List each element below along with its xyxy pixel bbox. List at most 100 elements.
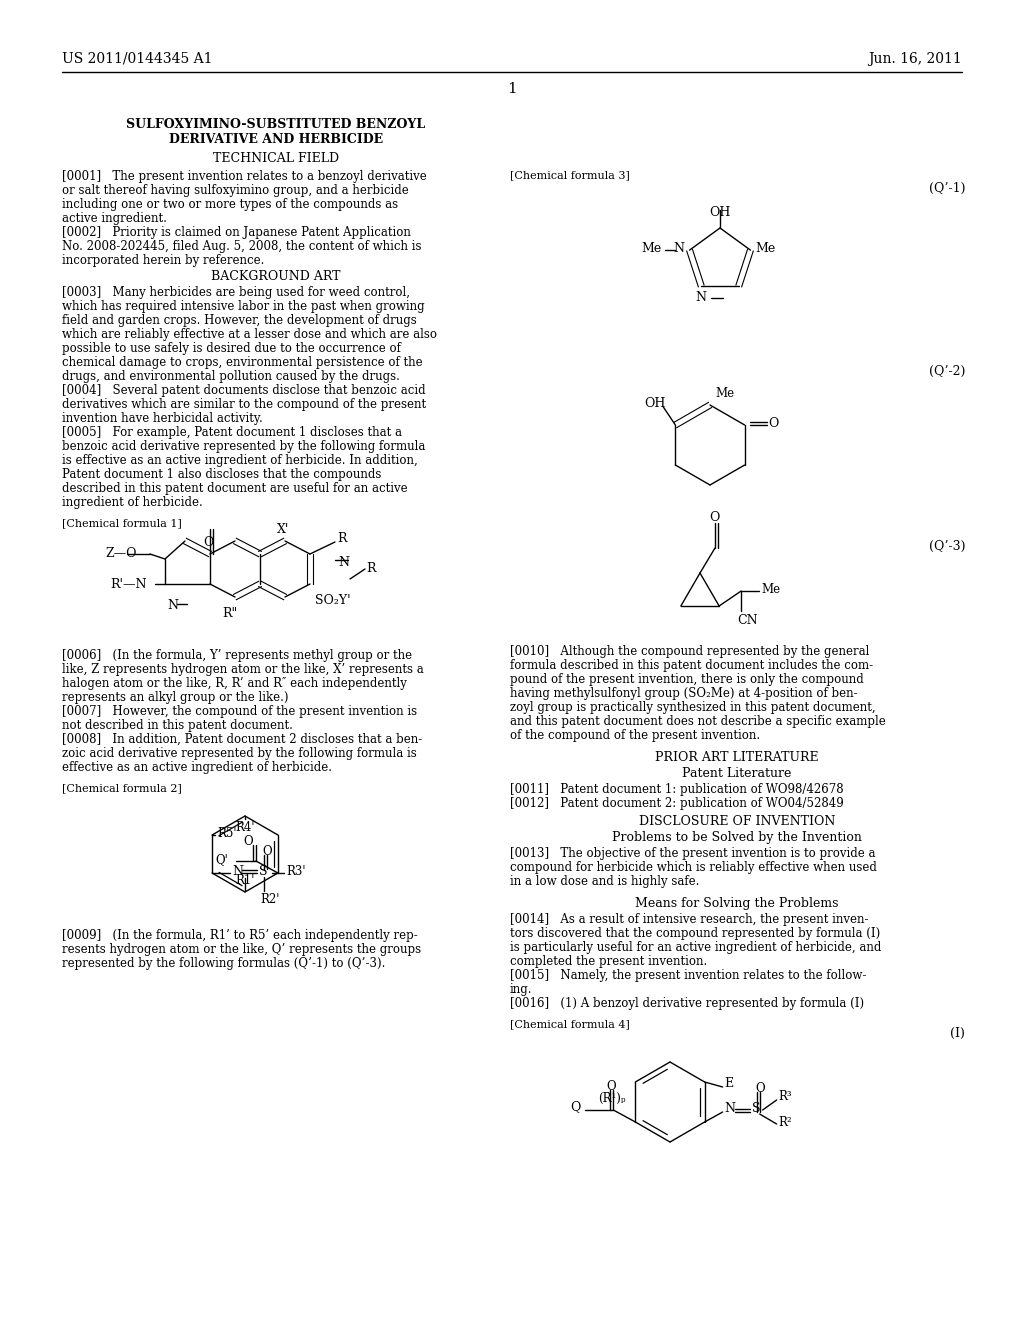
Text: (Q’-2): (Q’-2) (929, 366, 965, 378)
Text: X': X' (276, 523, 289, 536)
Text: represented by the following formulas (Q’-1) to (Q’-3).: represented by the following formulas (Q… (62, 957, 385, 970)
Text: N: N (232, 865, 243, 878)
Text: R": R" (222, 607, 238, 620)
Text: [0016]   (1) A benzoyl derivative represented by formula (I): [0016] (1) A benzoyl derivative represen… (510, 997, 864, 1010)
Text: Z—O: Z—O (105, 546, 136, 560)
Text: [0009]   (In the formula, R1’ to R5’ each independently rep-: [0009] (In the formula, R1’ to R5’ each … (62, 929, 418, 942)
Text: R²: R² (778, 1115, 793, 1129)
Text: [0006]   (In the formula, Y’ represents methyl group or the: [0006] (In the formula, Y’ represents me… (62, 649, 412, 663)
Text: OH: OH (710, 206, 731, 219)
Text: PRIOR ART LITERATURE: PRIOR ART LITERATURE (655, 751, 819, 764)
Text: formula described in this patent document includes the com-: formula described in this patent documen… (510, 659, 873, 672)
Text: O: O (262, 845, 271, 858)
Text: possible to use safely is desired due to the occurrence of: possible to use safely is desired due to… (62, 342, 400, 355)
Text: N: N (695, 290, 707, 304)
Text: [0003]   Many herbicides are being used for weed control,: [0003] Many herbicides are being used fo… (62, 286, 410, 300)
Text: pound of the present invention, there is only the compound: pound of the present invention, there is… (510, 673, 864, 686)
Text: CN: CN (737, 614, 758, 627)
Text: R1': R1' (236, 874, 255, 887)
Text: R5': R5' (217, 828, 237, 840)
Text: R4': R4' (236, 821, 255, 834)
Text: which are reliably effective at a lesser dose and which are also: which are reliably effective at a lesser… (62, 327, 437, 341)
Text: is effective as an active ingredient of herbicide. In addition,: is effective as an active ingredient of … (62, 454, 418, 467)
Text: ing.: ing. (510, 983, 532, 997)
Text: Patent Literature: Patent Literature (682, 767, 792, 780)
Text: SULFOXYIMINO-SUBSTITUTED BENZOYL: SULFOXYIMINO-SUBSTITUTED BENZOYL (126, 117, 426, 131)
Text: halogen atom or the like, R, R’ and R″ each independently: halogen atom or the like, R, R’ and R″ e… (62, 677, 407, 690)
Text: (Q’-3): (Q’-3) (929, 540, 965, 553)
Text: described in this patent document are useful for an active: described in this patent document are us… (62, 482, 408, 495)
Text: R3': R3' (286, 865, 305, 878)
Text: zoyl group is practically synthesized in this patent document,: zoyl group is practically synthesized in… (510, 701, 876, 714)
Text: having methylsulfonyl group (SO₂Me) at 4-position of ben-: having methylsulfonyl group (SO₂Me) at 4… (510, 686, 858, 700)
Text: resents hydrogen atom or the like, Q’ represents the groups: resents hydrogen atom or the like, Q’ re… (62, 942, 421, 956)
Text: R³: R³ (778, 1090, 793, 1104)
Text: Me: Me (756, 242, 776, 255)
Text: O: O (769, 417, 779, 430)
Text: O: O (243, 836, 253, 847)
Text: [0008]   In addition, Patent document 2 discloses that a ben-: [0008] In addition, Patent document 2 di… (62, 733, 422, 746)
Text: R'—N: R'—N (110, 578, 146, 591)
Text: Jun. 16, 2011: Jun. 16, 2011 (868, 51, 962, 66)
Text: Problems to be Solved by the Invention: Problems to be Solved by the Invention (612, 832, 862, 843)
Text: [0001]   The present invention relates to a benzoyl derivative: [0001] The present invention relates to … (62, 170, 427, 183)
Text: [Chemical formula 4]: [Chemical formula 4] (510, 1019, 630, 1030)
Text: chemical damage to crops, environmental persistence of the: chemical damage to crops, environmental … (62, 356, 423, 370)
Text: drugs, and environmental pollution caused by the drugs.: drugs, and environmental pollution cause… (62, 370, 400, 383)
Text: S: S (752, 1102, 760, 1115)
Text: invention have herbicidal activity.: invention have herbicidal activity. (62, 412, 263, 425)
Text: Q: Q (570, 1100, 581, 1113)
Text: O: O (756, 1082, 765, 1096)
Text: Means for Solving the Problems: Means for Solving the Problems (635, 898, 839, 909)
Text: [0005]   For example, Patent document 1 discloses that a: [0005] For example, Patent document 1 di… (62, 426, 402, 440)
Text: DISCLOSURE OF INVENTION: DISCLOSURE OF INVENTION (639, 814, 836, 828)
Text: [0012]   Patent document 2: publication of WO04/52849: [0012] Patent document 2: publication of… (510, 797, 844, 810)
Text: O: O (709, 511, 719, 524)
Text: or salt thereof having sulfoxyimino group, and a herbicide: or salt thereof having sulfoxyimino grou… (62, 183, 409, 197)
Text: benzoic acid derivative represented by the following formula: benzoic acid derivative represented by t… (62, 440, 425, 453)
Text: Me: Me (761, 583, 780, 597)
Text: R2': R2' (260, 894, 280, 906)
Text: [0007]   However, the compound of the present invention is: [0007] However, the compound of the pres… (62, 705, 417, 718)
Text: OH: OH (645, 397, 666, 411)
Text: which has required intensive labor in the past when growing: which has required intensive labor in th… (62, 300, 425, 313)
Text: like, Z represents hydrogen atom or the like, X’ represents a: like, Z represents hydrogen atom or the … (62, 663, 424, 676)
Text: [0011]   Patent document 1: publication of WO98/42678: [0011] Patent document 1: publication of… (510, 783, 844, 796)
Text: O: O (203, 536, 213, 549)
Text: [0002]   Priority is claimed on Japanese Patent Application: [0002] Priority is claimed on Japanese P… (62, 226, 411, 239)
Text: R: R (337, 532, 346, 545)
Text: effective as an active ingredient of herbicide.: effective as an active ingredient of her… (62, 762, 332, 774)
Text: [0014]   As a result of intensive research, the present inven-: [0014] As a result of intensive research… (510, 913, 868, 927)
Text: N: N (674, 242, 685, 255)
Text: [0015]   Namely, the present invention relates to the follow-: [0015] Namely, the present invention rel… (510, 969, 866, 982)
Text: BACKGROUND ART: BACKGROUND ART (211, 271, 341, 282)
Text: 1: 1 (507, 82, 517, 96)
Text: zoic acid derivative represented by the following formula is: zoic acid derivative represented by the … (62, 747, 417, 760)
Text: TECHNICAL FIELD: TECHNICAL FIELD (213, 152, 339, 165)
Text: is particularly useful for an active ingredient of herbicide, and: is particularly useful for an active ing… (510, 941, 882, 954)
Text: DERIVATIVE AND HERBICIDE: DERIVATIVE AND HERBICIDE (169, 133, 383, 147)
Text: Me: Me (641, 242, 662, 255)
Text: completed the present invention.: completed the present invention. (510, 954, 708, 968)
Text: including one or two or more types of the compounds as: including one or two or more types of th… (62, 198, 398, 211)
Text: US 2011/0144345 A1: US 2011/0144345 A1 (62, 51, 213, 66)
Text: Me: Me (715, 387, 734, 400)
Text: of the compound of the present invention.: of the compound of the present invention… (510, 729, 760, 742)
Text: O: O (606, 1080, 616, 1093)
Text: (R¹)ₚ: (R¹)ₚ (598, 1092, 626, 1105)
Text: N: N (167, 599, 178, 612)
Text: [Chemical formula 3]: [Chemical formula 3] (510, 170, 630, 180)
Text: S: S (259, 865, 267, 878)
Text: [Chemical formula 1]: [Chemical formula 1] (62, 517, 182, 528)
Text: [0013]   The objective of the present invention is to provide a: [0013] The objective of the present inve… (510, 847, 876, 861)
Text: (I): (I) (950, 1027, 965, 1040)
Text: [Chemical formula 2]: [Chemical formula 2] (62, 783, 182, 793)
Text: N: N (725, 1102, 735, 1115)
Text: represents an alkyl group or the like.): represents an alkyl group or the like.) (62, 690, 289, 704)
Text: not described in this patent document.: not described in this patent document. (62, 719, 293, 733)
Text: field and garden crops. However, the development of drugs: field and garden crops. However, the dev… (62, 314, 417, 327)
Text: incorporated herein by reference.: incorporated herein by reference. (62, 253, 264, 267)
Text: in a low dose and is highly safe.: in a low dose and is highly safe. (510, 875, 699, 888)
Text: [0004]   Several patent documents disclose that benzoic acid: [0004] Several patent documents disclose… (62, 384, 426, 397)
Text: E: E (725, 1077, 734, 1090)
